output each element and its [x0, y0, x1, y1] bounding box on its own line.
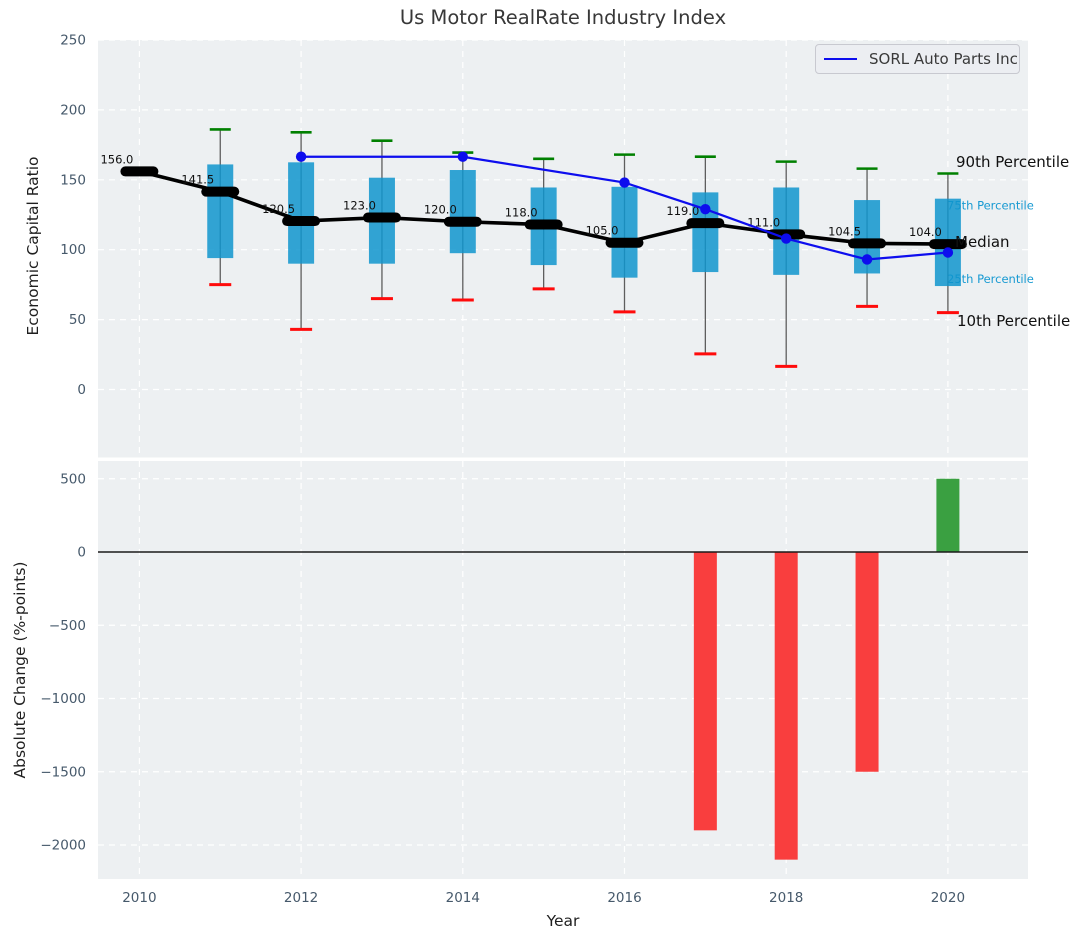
bottom-y-tick-label: −1500 — [40, 764, 86, 780]
x-tick-label: 2010 — [122, 890, 156, 906]
x-tick-label: 2012 — [284, 890, 318, 906]
median-value-label: 118.0 — [505, 206, 538, 220]
company-point — [942, 247, 954, 258]
median-value-label: 120.0 — [424, 203, 457, 217]
median-value-label: 120.5 — [262, 202, 295, 216]
top-y-tick-label: 100 — [60, 242, 86, 258]
median-marker — [201, 186, 240, 197]
median-marker — [120, 166, 159, 177]
median-value-label: 111.0 — [747, 215, 780, 229]
median-value-label: 123.0 — [343, 199, 376, 213]
legend-line-swatch — [824, 57, 857, 61]
median-value-label: 156.0 — [100, 152, 133, 166]
annotation-90th-percentile: 90th Percentile — [956, 153, 1070, 171]
top-y-tick-label: 0 — [77, 382, 86, 398]
median-marker — [686, 218, 725, 229]
x-tick-label: 2014 — [446, 890, 480, 906]
median-value-label: 119.0 — [666, 204, 699, 218]
change-bar — [855, 552, 879, 772]
median-marker — [524, 219, 563, 230]
median-value-label: 105.0 — [586, 224, 619, 238]
top-y-tick-label: 250 — [60, 33, 86, 49]
top-y-tick-label: 200 — [60, 102, 86, 118]
bottom-plot-area — [98, 461, 1028, 879]
x-tick-label: 2020 — [931, 890, 965, 906]
annotation-25th-percentile: 25th Percentile — [947, 272, 1034, 286]
median-value-label: 104.0 — [909, 225, 942, 239]
x-tick-label: 2016 — [607, 890, 641, 906]
median-value-label: 104.5 — [828, 224, 861, 238]
top-y-tick-label: 50 — [69, 312, 86, 328]
bottom-y-tick-label: −500 — [49, 618, 86, 634]
change-bar — [936, 478, 960, 552]
change-bar — [693, 552, 717, 831]
legend-label: SORL Auto Parts Inc — [869, 50, 1018, 68]
median-marker — [443, 216, 482, 227]
bottom-y-tick-label: −1000 — [40, 691, 86, 707]
top-y-axis-label: Economic Capital Ratio — [24, 156, 42, 336]
iqr-box — [207, 164, 234, 259]
iqr-box — [449, 170, 476, 254]
company-point — [457, 151, 468, 162]
change-bar — [774, 552, 798, 860]
median-value-label: 141.5 — [181, 173, 214, 187]
median-marker — [848, 238, 887, 249]
legend: SORL Auto Parts Inc — [815, 44, 1020, 74]
company-point — [861, 254, 873, 265]
median-marker — [282, 216, 321, 227]
top-y-tick-label: 150 — [60, 172, 86, 188]
bottom-y-tick-label: −2000 — [40, 838, 86, 854]
bottom-y-axis-label: Absolute Change (%-points) — [11, 561, 29, 779]
iqr-box — [611, 186, 638, 278]
company-point — [781, 233, 792, 244]
company-point — [619, 177, 630, 188]
iqr-box — [288, 162, 315, 264]
median-marker — [605, 237, 644, 248]
bottom-y-tick-label: 500 — [60, 471, 86, 487]
median-marker — [928, 239, 967, 250]
chart-title: Us Motor RealRate Industry Index — [399, 6, 727, 29]
annotation-median: Median — [955, 233, 1010, 251]
company-point — [700, 203, 711, 215]
x-axis-label: Year — [546, 912, 580, 930]
bottom-y-tick-label: 0 — [77, 545, 86, 561]
company-point — [295, 151, 307, 162]
x-tick-label: 2018 — [769, 890, 803, 906]
annotation-10th-percentile: 10th Percentile — [957, 312, 1071, 330]
median-marker — [362, 212, 401, 223]
annotation-75th-percentile: 75th Percentile — [947, 199, 1034, 213]
top-plot-area — [98, 40, 1028, 458]
